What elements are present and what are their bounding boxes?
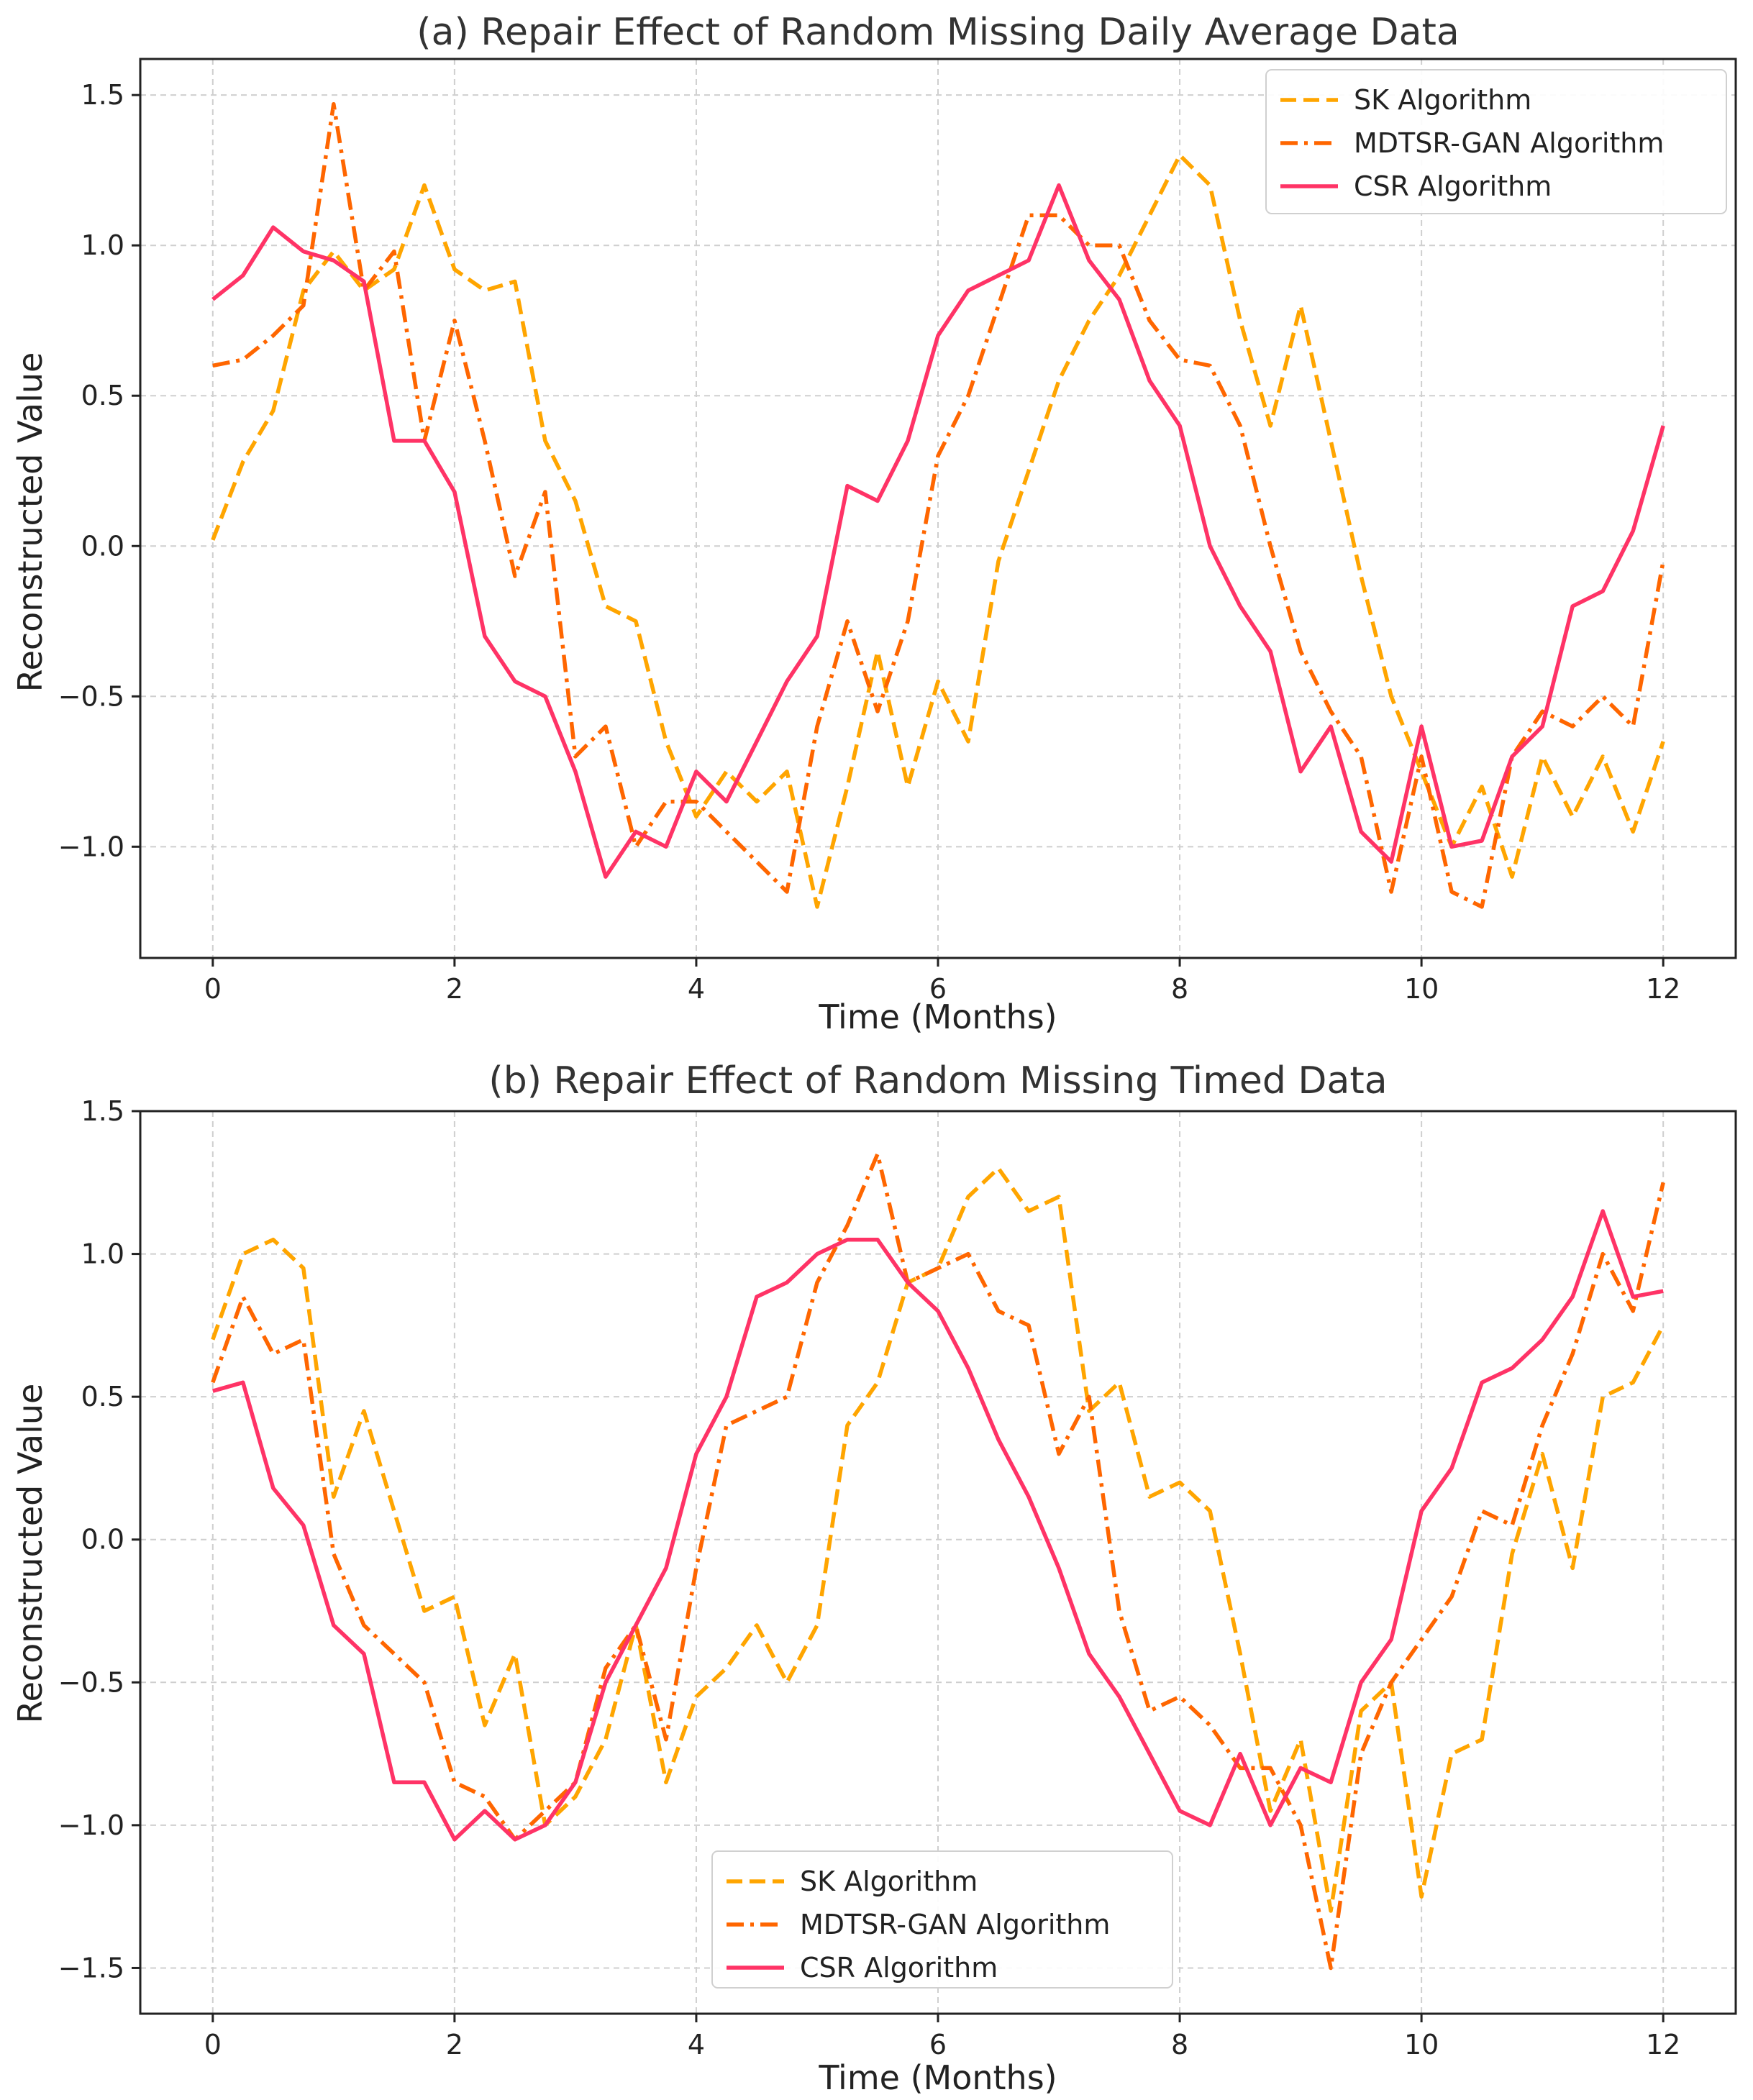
series-line-sk-algorithm — [211, 153, 1665, 909]
y-tick-label: 1.5 — [81, 79, 124, 111]
y-tick-label: −0.5 — [58, 1666, 124, 1698]
y-axis-label: Reconstructed Value — [11, 352, 50, 693]
chart-title: (a) Repair Effect of Random Missing Dail… — [416, 11, 1459, 54]
x-tick-label: 8 — [1171, 973, 1188, 1005]
y-tick-label: 0.5 — [81, 380, 124, 411]
y-tick-label: 1.0 — [81, 1238, 124, 1270]
legend-label: MDTSR-GAN Algorithm — [1354, 127, 1664, 159]
x-tick-label: 12 — [1646, 973, 1680, 1005]
y-tick-label: 0.0 — [81, 530, 124, 562]
y-tick-label: 0.0 — [81, 1524, 124, 1556]
legend-box — [1265, 69, 1727, 214]
legend-label: SK Algorithm — [800, 1866, 978, 1897]
x-tick-label: 12 — [1646, 2029, 1680, 2060]
legend-label: MDTSR-GAN Algorithm — [800, 1909, 1110, 1940]
series-layer — [211, 1151, 1665, 1971]
chart-title: (b) Repair Effect of Random Missing Time… — [488, 1059, 1387, 1102]
x-tick-label: 8 — [1171, 2029, 1188, 2060]
legend-label: CSR Algorithm — [1354, 170, 1552, 202]
series-line-mdtsr-gan-algorithm — [212, 101, 1665, 909]
legend-label: CSR Algorithm — [800, 1952, 998, 1983]
x-tick-label: 4 — [688, 2029, 705, 2060]
series-line-csr-algorithm — [212, 1209, 1664, 1842]
y-tick-label: −1.0 — [58, 831, 124, 862]
legend: SK Algorithm MDTSR-GAN Algorithm CSR Algor… — [1265, 69, 1727, 214]
x-axis-label: Time (Months) — [818, 2058, 1057, 2097]
legend-box — [711, 1850, 1173, 1989]
x-tick-label: 2 — [446, 973, 463, 1005]
y-tick-label: −1.0 — [58, 1809, 124, 1841]
y-tick-label: 1.5 — [81, 1095, 124, 1127]
series-line-mdtsr-gan-algorithm — [211, 1151, 1665, 1971]
x-axis-label: Time (Months) — [818, 998, 1057, 1036]
panel-a: (a) Repair Effect of Random Missing Dail… — [11, 11, 1737, 1036]
x-tick-label: 2 — [446, 2029, 463, 2060]
series-layer — [211, 101, 1665, 909]
x-tick-label: 6 — [929, 2029, 947, 2060]
x-tick-label: 6 — [929, 973, 947, 1005]
panel-b: (b) Repair Effect of Random Missing Time… — [11, 1059, 1737, 2097]
y-tick-label: 0.5 — [81, 1381, 124, 1412]
ticks: 0 2 4 6 8 10 12 −1.5 −1.0 −0.5 0.0 0.5 1.0 1.5 — [58, 1095, 1681, 2060]
x-tick-label: 0 — [204, 2029, 222, 2060]
legend-label: SK Algorithm — [1354, 84, 1531, 116]
y-tick-label: 1.0 — [81, 229, 124, 261]
ticks: 0 2 4 6 8 10 12 −1.0 −0.5 0.0 0.5 1.0 1.5 — [58, 79, 1681, 1005]
x-tick-label: 10 — [1404, 2029, 1439, 2060]
legend: SK Algorithm MDTSR-GAN Algorithm CSR Algor… — [711, 1850, 1173, 1989]
y-tick-label: −1.5 — [58, 1952, 124, 1983]
series-line-sk-algorithm — [211, 1166, 1665, 1913]
x-tick-label: 0 — [204, 973, 222, 1005]
y-tick-label: −0.5 — [58, 680, 124, 712]
grid — [140, 59, 1736, 958]
x-tick-label: 4 — [688, 973, 705, 1005]
series-line-csr-algorithm — [211, 183, 1665, 879]
x-tick-label: 10 — [1404, 973, 1439, 1005]
y-axis-label: Reconstructed Value — [11, 1384, 50, 1724]
